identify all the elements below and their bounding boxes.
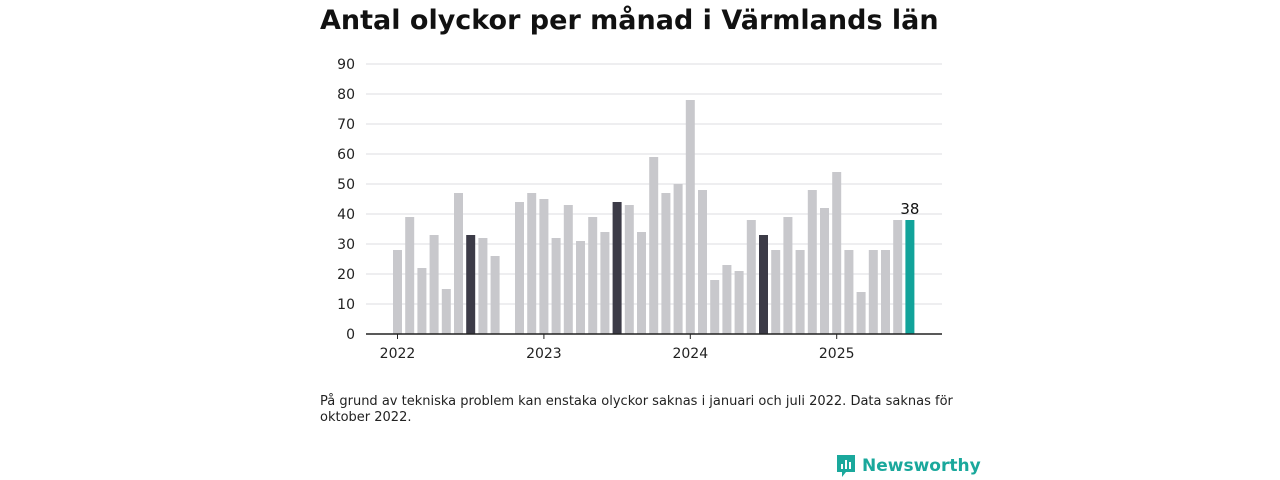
y-tick-label: 30 <box>337 237 355 253</box>
y-tick-label: 40 <box>337 207 355 223</box>
bar-2023-10 <box>649 157 659 334</box>
bar-2024-02 <box>698 190 707 334</box>
bar-2023-11 <box>661 193 671 334</box>
bar-2024-12 <box>820 208 829 334</box>
y-tick-label: 80 <box>337 87 355 103</box>
bar-2023-02 <box>551 238 561 334</box>
bar-2025-04 <box>868 250 878 334</box>
bar-2024-04 <box>722 265 732 334</box>
bar-2022-12 <box>527 193 537 334</box>
bar-2022-03 <box>417 268 427 334</box>
bar-2022-11 <box>515 202 524 334</box>
newsworthy-logo-text: Newsworthy <box>862 456 981 476</box>
bar-2022-05 <box>441 289 451 334</box>
bar-2022-04 <box>429 235 439 334</box>
y-tick-label: 0 <box>346 327 355 343</box>
bar-2025-03 <box>856 292 866 334</box>
bar-2025-02 <box>844 250 854 334</box>
newsworthy-logo-icon <box>837 455 855 477</box>
x-tick-label: 2025 <box>819 346 855 362</box>
chart-title: Antal olyckor per månad i Värmlands län <box>320 5 939 36</box>
bar-2023-04 <box>576 241 585 334</box>
bar-2022-01 <box>393 250 402 334</box>
bar-2022-02 <box>405 217 415 334</box>
x-tick-label: 2023 <box>526 346 562 362</box>
latest-value-label: 38 <box>900 200 919 218</box>
y-tick-label: 90 <box>337 57 355 73</box>
bar-2023-05 <box>588 217 598 334</box>
bar-2024-06 <box>746 220 756 334</box>
y-tick-label: 10 <box>337 297 355 313</box>
bar-2024-09 <box>783 217 793 334</box>
bar-2023-12 <box>673 184 683 334</box>
bar-2023-07 <box>612 202 622 334</box>
bar-2023-09 <box>637 232 646 334</box>
bar-2022-09 <box>490 256 500 334</box>
x-tick-label: 2024 <box>672 346 708 362</box>
bar-2022-08 <box>478 238 488 334</box>
bar-2024-10 <box>795 250 805 334</box>
bar-2023-01 <box>539 199 549 334</box>
bar-2024-03 <box>710 280 720 334</box>
y-tick-label: 50 <box>337 177 355 193</box>
bar-2023-08 <box>624 205 634 334</box>
y-tick-label: 70 <box>337 117 355 133</box>
y-tick-label: 60 <box>337 147 355 163</box>
footnote: På grund av tekniska problem kan enstaka… <box>320 394 953 425</box>
bar-2024-07 <box>759 235 768 334</box>
bar-2024-05 <box>734 271 744 334</box>
bar-2024-11 <box>807 190 817 334</box>
bar-2023-06 <box>600 232 610 334</box>
bar-2022-06 <box>454 193 463 334</box>
bar-chart: 0 10 20 30 40 50 60 70 80 90 2022 2023 2024 2025 38 <box>337 57 942 362</box>
bar-2024-01 <box>685 100 695 334</box>
bar-2022-07 <box>466 235 476 334</box>
bar-2023-03 <box>563 205 573 334</box>
bar-2025-01 <box>832 172 842 334</box>
bar-2024-08 <box>771 250 781 334</box>
bar-2025-07 <box>905 220 915 334</box>
newsworthy-logo[interactable]: Newsworthy <box>836 454 981 478</box>
x-tick-label: 2022 <box>380 346 416 362</box>
bar-2025-06 <box>893 220 903 334</box>
y-tick-label: 20 <box>337 267 355 283</box>
bar-2025-05 <box>881 250 890 334</box>
